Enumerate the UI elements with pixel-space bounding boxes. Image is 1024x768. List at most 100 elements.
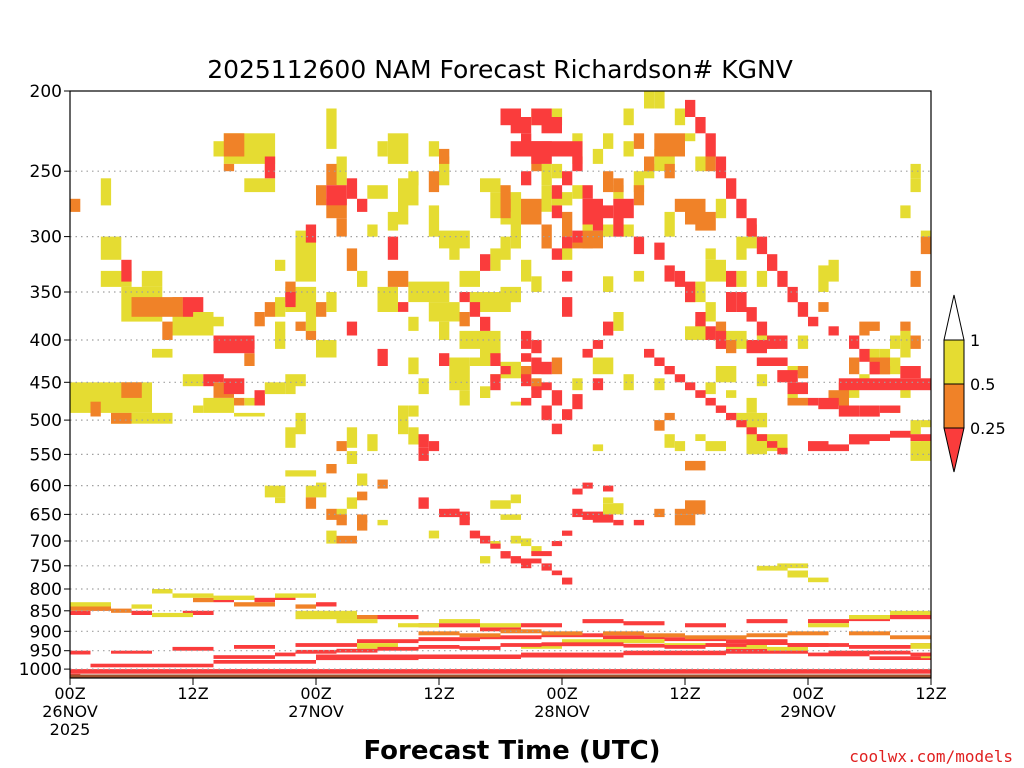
heatmap-cell — [674, 270, 686, 287]
heatmap-cell — [736, 292, 747, 312]
heatmap-cell — [890, 357, 901, 375]
heatmap-cell — [336, 156, 347, 186]
heatmap-cell — [121, 382, 142, 398]
low-level-cell — [521, 623, 562, 628]
heatmap-cell — [541, 405, 552, 421]
low-level-cell — [869, 656, 931, 660]
heatmap-cell — [705, 259, 726, 282]
heatmap-cell — [500, 185, 511, 212]
heatmap-cell — [357, 514, 368, 523]
heatmap-cell — [531, 340, 542, 354]
heatmap-cell — [152, 348, 173, 358]
heatmap-cell — [336, 514, 347, 526]
heatmap-cell — [305, 485, 327, 498]
heatmap-cell — [582, 185, 593, 199]
heatmap-cell — [326, 292, 337, 312]
heatmap-cell — [469, 357, 491, 366]
heatmap-cell — [777, 270, 788, 287]
heatmap-cell — [316, 482, 327, 489]
heatmap-cell — [346, 497, 358, 509]
heatmap-cell — [295, 374, 306, 387]
x-tick-label: 00Z — [54, 684, 85, 703]
heatmap-cell — [654, 133, 665, 157]
y-tick-label: 750 — [30, 557, 62, 577]
heatmap-cell — [551, 163, 563, 179]
heatmap-cell — [387, 236, 399, 260]
heatmap-cell — [398, 420, 409, 435]
heatmap-cell — [305, 497, 317, 509]
heatmap-cell — [562, 270, 573, 282]
heatmap-cell — [254, 390, 265, 406]
heatmap-cell — [736, 236, 747, 260]
heatmap-cell — [828, 326, 839, 336]
heatmap-cell — [531, 141, 552, 164]
heatmap-cell — [357, 519, 368, 531]
heatmap-cell — [746, 420, 757, 435]
pressure-gridlines — [70, 170, 931, 670]
heatmap-cell — [551, 390, 563, 406]
heatmap-cell — [285, 374, 296, 395]
heatmap-cell — [70, 198, 81, 212]
heatmap-cell — [336, 508, 347, 520]
low-level-cell — [541, 642, 583, 647]
heatmap-cell — [838, 405, 860, 417]
heatmap-cell — [705, 397, 716, 406]
heatmap-cell — [459, 292, 470, 303]
heatmap-cell — [674, 198, 686, 212]
heatmap-cell — [469, 530, 481, 539]
x-tick-label: 12Z — [915, 684, 946, 703]
heatmap-cell — [234, 397, 245, 406]
heatmap-cell — [316, 340, 337, 358]
heatmap-cell — [377, 286, 398, 312]
heatmap-cell — [551, 541, 563, 547]
heatmap-cell — [275, 497, 286, 504]
heatmap-cell — [756, 321, 768, 336]
heatmap-cell — [736, 270, 747, 287]
low-level-cell — [172, 593, 214, 598]
low-level-cell — [70, 610, 91, 615]
heatmap-cell — [746, 340, 767, 354]
heatmap-cell — [357, 491, 368, 501]
heatmap-cell — [890, 430, 911, 438]
heatmap-cell — [387, 133, 409, 164]
heatmap-cell — [336, 218, 347, 237]
heatmap-cell — [900, 321, 911, 331]
heatmap-cell — [182, 374, 204, 387]
heatmap-cell — [664, 412, 675, 421]
low-level-cell — [910, 652, 931, 657]
heatmap-cell — [746, 307, 757, 322]
heatmap-cell — [275, 321, 286, 349]
heatmap-cell — [613, 519, 624, 526]
heatmap-cell — [695, 211, 716, 231]
heatmap-cell — [746, 397, 757, 413]
low-level-cell — [459, 646, 501, 650]
heatmap-cell — [531, 546, 542, 554]
low-level-cell — [172, 646, 214, 651]
heatmap-cell — [213, 374, 224, 383]
heatmap-cell — [521, 171, 532, 186]
heatmap-cell — [572, 508, 583, 518]
heatmap-cell — [664, 265, 675, 282]
low-level-cell — [623, 650, 726, 656]
low-level-cell — [480, 623, 521, 628]
heatmap-cell — [756, 565, 788, 571]
low-level-cell — [357, 639, 419, 644]
low-level-cell — [275, 652, 296, 657]
low-level-cell — [603, 635, 665, 640]
low-level-cell — [70, 673, 81, 675]
heatmap-cell — [818, 397, 839, 410]
heatmap-cell — [777, 563, 809, 569]
heatmap-cell — [797, 335, 809, 349]
heatmap-cell — [480, 386, 491, 398]
heatmap-cell — [367, 434, 378, 452]
heatmap-cell — [767, 335, 788, 349]
y-tick-label: 1000 — [19, 660, 62, 680]
low-level-cell — [70, 606, 111, 611]
heatmap-cell — [480, 316, 491, 331]
heatmap-cell — [920, 236, 932, 255]
heatmap-cell — [326, 163, 337, 186]
watermark: coolwx.com/models — [849, 747, 1013, 766]
low-level-cell — [398, 623, 439, 628]
heatmap-cell — [367, 185, 388, 199]
low-level-cell — [152, 612, 193, 618]
